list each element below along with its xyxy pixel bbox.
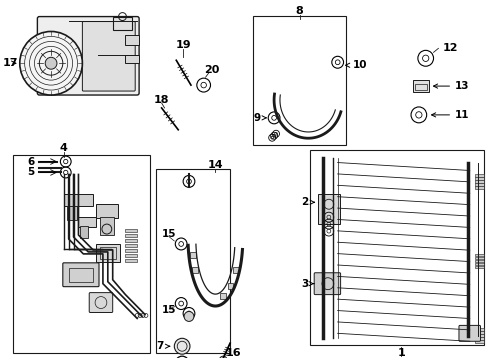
Bar (125, 239, 137, 242)
Text: 15: 15 (162, 306, 176, 315)
Text: 12: 12 (442, 43, 457, 53)
Circle shape (20, 31, 82, 95)
Bar (474, 257, 484, 259)
Bar (412, 80, 428, 92)
Bar (66, 206, 76, 220)
Circle shape (219, 356, 227, 360)
Bar (310, 150, 484, 345)
Bar (125, 249, 137, 252)
Text: 9: 9 (253, 113, 266, 123)
Bar (125, 259, 137, 262)
Bar (474, 177, 484, 180)
Bar (474, 175, 484, 177)
Bar (125, 244, 137, 247)
Bar (80, 226, 88, 238)
Text: 3: 3 (301, 279, 313, 289)
Bar (192, 266, 198, 273)
Bar (474, 254, 484, 256)
Text: 16: 16 (225, 348, 240, 358)
Circle shape (174, 338, 189, 354)
Text: 8: 8 (295, 6, 303, 15)
Bar (100, 217, 113, 235)
Bar (474, 337, 484, 340)
Text: 11: 11 (430, 110, 468, 120)
Text: 19: 19 (175, 40, 190, 50)
Bar (474, 266, 484, 268)
Text: 13: 13 (432, 81, 468, 91)
Bar (125, 234, 137, 237)
Bar (125, 35, 139, 45)
Bar (474, 263, 484, 265)
Bar (414, 84, 426, 90)
Text: 18: 18 (154, 95, 169, 105)
Bar (474, 340, 484, 343)
Bar (155, 170, 230, 353)
Text: 1: 1 (397, 348, 404, 358)
Text: 15: 15 (162, 229, 176, 239)
Bar (474, 186, 484, 189)
FancyBboxPatch shape (89, 293, 112, 312)
Bar (252, 15, 346, 145)
Text: 4: 4 (60, 143, 68, 153)
FancyBboxPatch shape (37, 17, 139, 95)
Bar (474, 331, 484, 334)
Bar (232, 266, 238, 273)
FancyBboxPatch shape (314, 273, 340, 294)
Text: 17: 17 (2, 58, 18, 68)
Bar (63, 194, 93, 206)
Bar (13, 154, 149, 353)
Text: 2: 2 (301, 197, 314, 207)
FancyBboxPatch shape (82, 22, 135, 91)
Bar (474, 183, 484, 186)
Bar (125, 254, 137, 257)
Bar (100, 247, 115, 259)
Text: 5: 5 (27, 167, 35, 177)
Text: 20: 20 (203, 65, 219, 75)
Bar (474, 180, 484, 183)
Bar (220, 293, 226, 300)
Bar (96, 244, 119, 262)
Text: 7: 7 (156, 341, 169, 351)
Bar (227, 283, 233, 289)
Bar (96, 204, 117, 218)
Bar (112, 17, 132, 31)
Bar (318, 194, 339, 224)
FancyBboxPatch shape (62, 263, 99, 287)
Circle shape (45, 57, 57, 69)
Text: 6: 6 (27, 157, 35, 167)
Circle shape (183, 311, 193, 321)
Bar (125, 55, 139, 63)
Bar (474, 260, 484, 262)
Bar (68, 268, 93, 282)
FancyBboxPatch shape (458, 325, 480, 341)
Text: 5: 5 (0, 359, 1, 360)
Bar (125, 229, 137, 232)
Bar (474, 334, 484, 337)
Bar (78, 217, 96, 227)
Text: 10: 10 (345, 60, 366, 70)
Text: 14: 14 (207, 159, 223, 170)
Bar (474, 328, 484, 331)
Bar (189, 252, 195, 258)
